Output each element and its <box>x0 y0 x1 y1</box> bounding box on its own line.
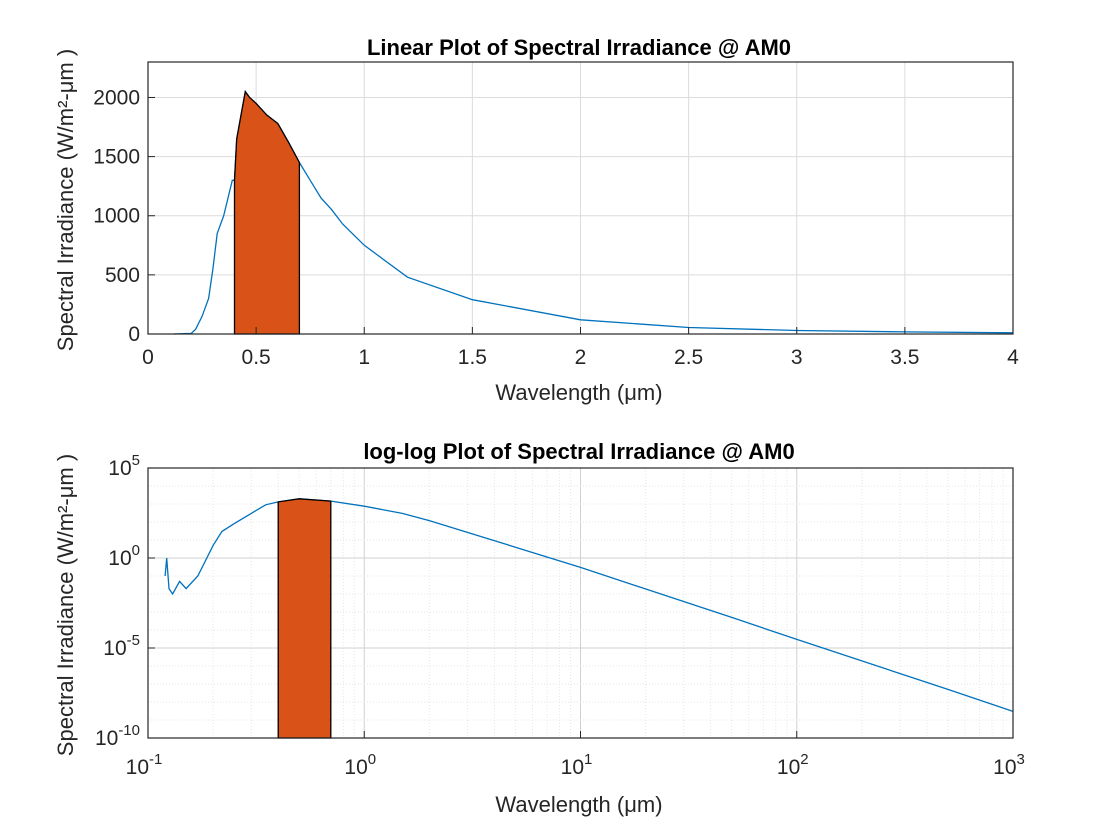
x-tick-label: 101 <box>561 751 593 779</box>
x-tick-exponent: 1 <box>584 751 592 768</box>
linear-chart-title: Linear Plot of Spectral Irradiance @ AM0 <box>367 35 791 60</box>
loglog-chart-y-ticks: 10-10 10-5 100 105 <box>95 452 155 750</box>
x-tick-label: 2 <box>575 346 587 369</box>
x-tick-label: 2.5 <box>674 346 703 369</box>
y-tick-exponent: 0 <box>132 542 140 559</box>
x-tick-label: 103 <box>993 751 1025 779</box>
linear-chart-data <box>173 89 1014 335</box>
x-tick-label: 10-1 <box>126 751 163 779</box>
x-tick-exponent: 0 <box>368 751 376 768</box>
y-tick-label: 1500 <box>93 146 140 169</box>
spectrum-line <box>164 498 1014 713</box>
x-tick-label: 100 <box>344 751 376 779</box>
y-tick-label: 10-10 <box>95 722 140 750</box>
visible-band-area <box>277 498 332 739</box>
y-tick-exponent: 5 <box>132 452 140 469</box>
x-tick-label: 102 <box>777 751 809 779</box>
y-tick-label: 0 <box>128 323 140 346</box>
x-tick-exponent: -1 <box>149 751 162 768</box>
y-tick-exponent: -5 <box>127 632 140 649</box>
loglog-chart-y-label: Spectral Irradiance (W/m²-μm ) <box>53 454 78 756</box>
linear-chart: Linear Plot of Spectral Irradiance @ AM0… <box>53 35 1019 405</box>
linear-chart-x-ticks: 0 0.5 1 1.5 2 2.5 3 3.5 4 <box>142 327 1019 369</box>
loglog-chart: log-log Plot of Spectral Irradiance @ AM… <box>53 439 1025 817</box>
x-tick-label: 4 <box>1007 346 1019 369</box>
x-tick-exponent: 3 <box>1017 751 1025 768</box>
linear-chart-y-ticks: 0 500 1000 1500 2000 <box>93 86 155 346</box>
x-tick-exponent: 2 <box>800 751 808 768</box>
x-tick-label: 3 <box>791 346 803 369</box>
x-tick-label: 0.5 <box>242 346 271 369</box>
y-tick-label: 500 <box>105 264 140 287</box>
x-tick-label: 0 <box>142 346 154 369</box>
loglog-chart-title: log-log Plot of Spectral Irradiance @ AM… <box>363 439 794 464</box>
y-tick-label: 100 <box>108 542 140 570</box>
y-tick-label: 10-5 <box>103 632 140 660</box>
y-tick-label: 105 <box>108 452 140 480</box>
x-tick-label: 1.5 <box>458 346 487 369</box>
loglog-chart-x-label: Wavelength (μm) <box>495 792 662 817</box>
visible-band-area <box>233 89 301 335</box>
linear-chart-x-label: Wavelength (μm) <box>495 380 662 405</box>
x-tick-label: 1 <box>358 346 370 369</box>
y-tick-label: 2000 <box>93 86 140 109</box>
y-tick-exponent: -10 <box>118 722 140 739</box>
x-tick-label: 3.5 <box>890 346 919 369</box>
y-tick-label: 1000 <box>93 205 140 228</box>
linear-chart-y-label: Spectral Irradiance (W/m²-μm ) <box>53 49 78 351</box>
